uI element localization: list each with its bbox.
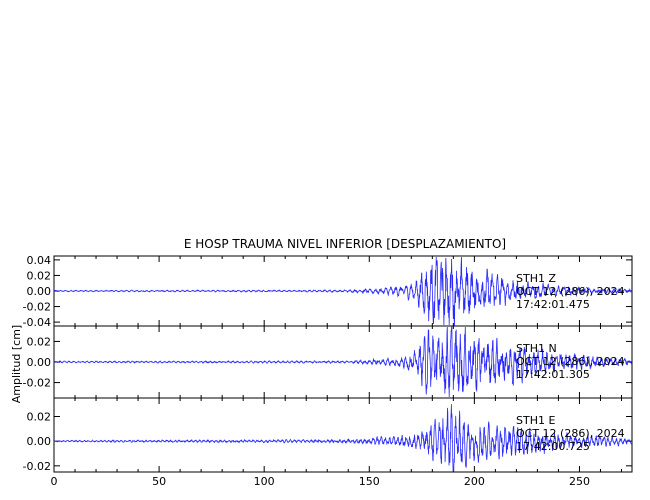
x-tick-label: 50 — [152, 475, 166, 488]
station-label: STH1 N — [516, 342, 557, 355]
panel-frame — [53, 397, 633, 473]
time-label: 17:42:00.725 — [516, 440, 590, 453]
x-tick-label: 100 — [254, 475, 275, 488]
y-tick-label: 0.02 — [27, 269, 52, 282]
y-tick-label: 0.00 — [27, 435, 52, 448]
y-tick-label: -0.02 — [23, 377, 51, 390]
x-tick-label: 250 — [569, 475, 590, 488]
waveform-e — [54, 404, 633, 472]
date-label: OCT 12 (286), 2024 — [516, 355, 625, 368]
y-tick-label: 0.02 — [27, 411, 52, 424]
y-axis-label: Amplitud [cm] — [10, 325, 23, 403]
time-label: 17:42:01.475 — [516, 298, 590, 311]
chart-title: E HOSP TRAUMA NIVEL INFERIOR [DESPLAZAMI… — [184, 237, 506, 251]
x-tick-label: 200 — [464, 475, 485, 488]
station-label: STH1 Z — [516, 272, 556, 285]
y-tick-label: 0.02 — [27, 335, 52, 348]
date-label: OCT 12 (286), 2024 — [516, 427, 625, 440]
y-tick-label: -0.02 — [23, 301, 51, 314]
x-axis: 0 50 100 150 200 250 — [51, 475, 590, 488]
y-tick-label: 0.04 — [27, 254, 52, 267]
waveform-n — [53, 326, 633, 398]
station-label: STH1 E — [516, 414, 555, 427]
time-label: 17:42:01.305 — [516, 368, 590, 381]
x-tick-label: 150 — [359, 475, 380, 488]
date-label: OCT 12 (286), 2024 — [516, 285, 625, 298]
y-tick-label: -0.04 — [23, 316, 51, 329]
y-tick-label: 0.00 — [27, 356, 52, 369]
y-tick-label: -0.02 — [23, 460, 51, 473]
x-tick-label: 0 — [51, 475, 58, 488]
waveform-z — [53, 256, 633, 327]
y-tick-label: 0.00 — [27, 285, 52, 298]
